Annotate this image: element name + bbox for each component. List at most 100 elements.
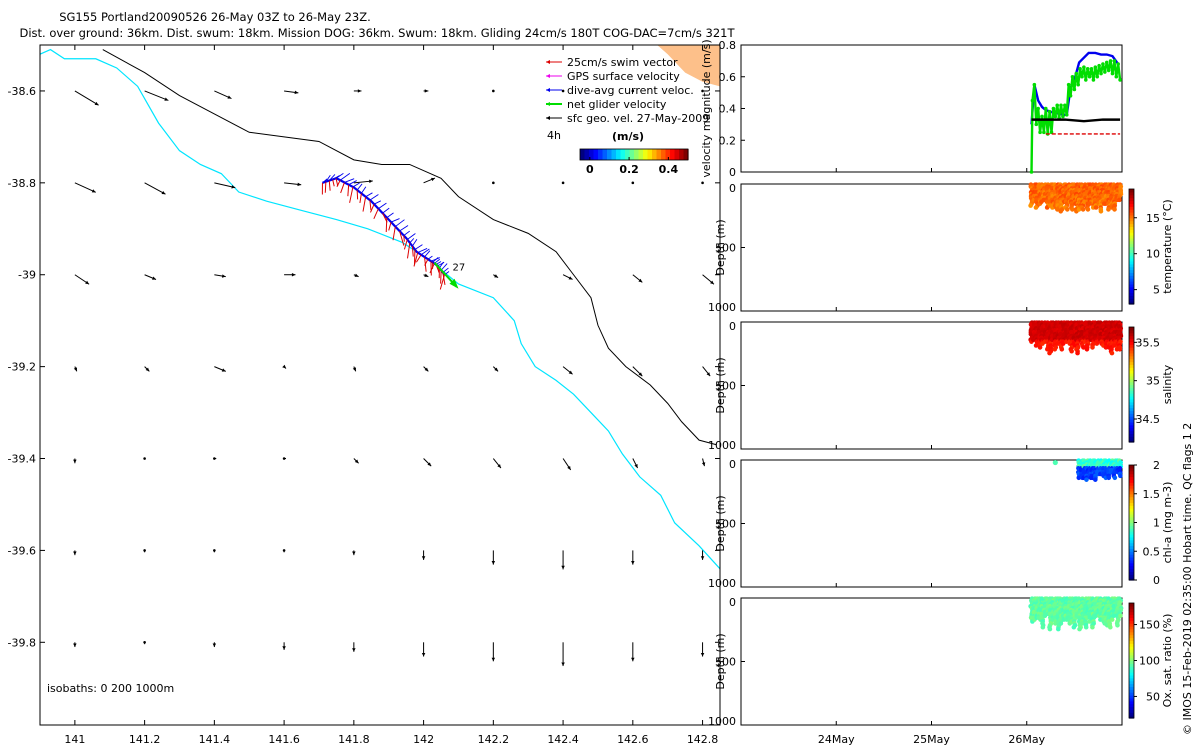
- chla-data-point: [1052, 459, 1058, 466]
- dive-avg-current-vector: [328, 174, 336, 181]
- legend-swatch-head: [546, 102, 550, 106]
- salinity-colorbar-segment: [1129, 396, 1134, 400]
- chla-data-point: [1093, 477, 1098, 482]
- chla-colorbar-tick-label: 1: [1153, 517, 1160, 530]
- dive-avg-current-vector: [411, 238, 418, 247]
- oxygen-y-label: Depth (m): [714, 633, 727, 689]
- dive-avg-current-vector: [386, 212, 394, 218]
- chla-colorbar-segment: [1129, 559, 1134, 564]
- chla-colorbar-segment: [1129, 516, 1134, 521]
- temperature-data-point: [1055, 207, 1060, 212]
- chla-colorbar-segment: [1129, 482, 1134, 486]
- temperature-colorbar-frame: [1128, 188, 1135, 305]
- temperature-colorbar-segment: [1129, 283, 1134, 288]
- geo-velocity-arrowhead: [494, 274, 499, 278]
- legend-swatch-head: [546, 88, 550, 92]
- salinity-colorbar-segment: [1129, 355, 1134, 360]
- salinity-colorbar-segment: [1129, 327, 1134, 331]
- velocity-series-point: [1029, 170, 1034, 174]
- temperature-colorbar-segment: [1129, 298, 1134, 302]
- oxygen-data-point: [1083, 624, 1089, 630]
- geo-velocity-arrowhead: [227, 95, 232, 99]
- salinity-colorbar-segment: [1129, 419, 1134, 423]
- dive-avg-current-vector: [369, 194, 379, 201]
- geo-velocity-arrowhead: [73, 367, 78, 372]
- salinity-colorbar-segment: [1129, 352, 1134, 357]
- velocity-series-point: [1055, 103, 1060, 108]
- velocity-series-point: [1084, 78, 1088, 82]
- oxygen-colorbar-segment: [1129, 669, 1134, 673]
- oxygen-colorbar-segment: [1129, 700, 1134, 705]
- chla-colorbar-tick-label: 0: [1153, 574, 1160, 587]
- geo-velocity-arrowhead: [282, 646, 286, 650]
- dive-avg-current-vector: [390, 218, 400, 223]
- oxygen-data-point: [1058, 621, 1064, 626]
- oxygen-colorbar-segment: [1129, 695, 1134, 699]
- temperature-data-point: [1080, 207, 1086, 212]
- chla-colorbar-segment: [1129, 465, 1134, 469]
- oxygen-data-point: [1090, 624, 1095, 630]
- temperature-colorbar-segment: [1129, 281, 1134, 285]
- chla-colorbar-segment: [1129, 479, 1134, 483]
- oxygen-y-tick-label: 500: [715, 656, 736, 669]
- salinity-data-point: [1045, 347, 1050, 352]
- legend-swatch-head: [546, 116, 550, 120]
- oxygen-colorbar-segment: [1129, 608, 1134, 613]
- geo-velocity-arrowhead: [354, 459, 359, 464]
- salinity-data-point: [1052, 347, 1058, 352]
- swim-vector: [403, 239, 408, 250]
- velocity-series-point: [1099, 71, 1103, 76]
- temperature-colorbar-segment: [1129, 223, 1134, 227]
- legend-colorbar-segment: [679, 149, 685, 160]
- isobath-0m-coastline: [40, 48, 720, 570]
- geo-velocity-dot: [282, 457, 286, 460]
- velocity-series-point: [1101, 62, 1105, 66]
- oxygen-colorbar-segment: [1129, 623, 1134, 627]
- map-x-tick-label: 141.8: [338, 733, 370, 746]
- temperature-data-point: [1058, 209, 1064, 214]
- geo-velocity-vector: [144, 182, 166, 195]
- velocity-series-point: [1051, 106, 1056, 111]
- oxygen-colorbar-segment: [1129, 674, 1134, 679]
- oxygen-colorbar-segment: [1129, 689, 1134, 693]
- velocity-y-tick-label: 0.4: [719, 103, 737, 116]
- geo-velocity-dot: [213, 549, 216, 552]
- salinity-colorbar-segment: [1129, 404, 1134, 409]
- velocity-series-point: [1063, 103, 1067, 108]
- legend-colorbar-segment: [661, 149, 667, 160]
- geo-velocity-dot: [143, 549, 146, 552]
- temperature-colorbar-segment: [1129, 237, 1134, 242]
- salinity-colorbar-segment: [1129, 381, 1134, 386]
- geo-velocity-arrowhead: [700, 652, 705, 657]
- title-line-2: Dist. over ground: 36km. Dist. swum: 18k…: [19, 26, 735, 40]
- land-area: [657, 45, 720, 87]
- velocity-y-tick-label: 0.2: [719, 134, 737, 147]
- chla-colorbar-tick-label: 2: [1153, 459, 1160, 472]
- day-marker-label: 27: [453, 263, 466, 274]
- geo-velocity-arrowhead: [568, 276, 573, 280]
- geo-velocity-arrowhead: [634, 464, 638, 469]
- geo-velocity-arrowhead: [638, 278, 643, 283]
- time-axis-tick-label: 26May: [1008, 733, 1045, 746]
- map-x-tick-label: 142.6: [617, 733, 649, 746]
- temperature-colorbar-label: temperature (°C): [1161, 199, 1174, 293]
- temperature-colorbar-segment: [1129, 269, 1134, 273]
- dive-avg-current-vector: [399, 225, 409, 232]
- velocity-series-point: [1034, 122, 1039, 127]
- dive-avg-current-vector: [335, 173, 344, 179]
- temperature-y-label: Depth (m): [714, 219, 727, 275]
- temperature-y-tick-label: 500: [715, 242, 736, 255]
- geo-velocity-arrowhead: [700, 556, 705, 560]
- geo-velocity-arrowhead: [161, 190, 166, 195]
- velocity-series-point: [1080, 74, 1084, 79]
- salinity-colorbar-segment: [1129, 364, 1134, 368]
- geo-velocity-arrowhead: [352, 551, 356, 556]
- geo-velocity-vector: [144, 90, 169, 101]
- swim-vector: [399, 230, 405, 246]
- salinity-colorbar-segment: [1129, 335, 1134, 340]
- velocity-series-point: [1118, 78, 1122, 82]
- swim-vector: [340, 182, 345, 194]
- map-y-tick-label: -38.8: [8, 177, 36, 190]
- geo-velocity-arrowhead: [352, 648, 356, 652]
- oxygen-data-point: [1098, 617, 1103, 622]
